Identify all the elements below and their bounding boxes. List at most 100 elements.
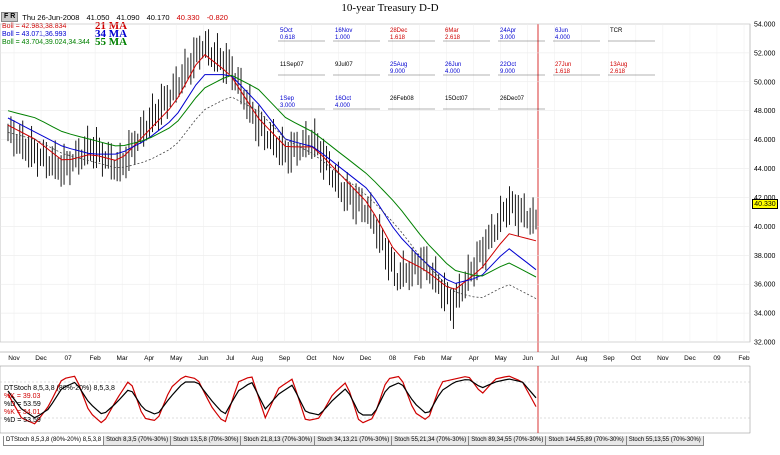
x-tick-label: Oct: [306, 355, 316, 362]
x-tick-label: Feb: [738, 355, 750, 362]
fib-date-label: 9Jul07: [335, 62, 353, 68]
y-tick-label: 36.000: [754, 282, 776, 289]
x-tick-label: Jun: [522, 355, 533, 362]
fib-value-label: 2.618: [445, 35, 461, 41]
x-tick-label: Jul: [226, 355, 235, 362]
y-tick-label: 32.000: [754, 340, 776, 347]
fib-date-label: 6Jun: [555, 28, 568, 34]
fib-date-label: 25Aug: [390, 62, 407, 68]
ma-line: [7, 74, 537, 284]
fib-date-label: TCR: [610, 28, 623, 34]
x-tick-label: Apr: [469, 355, 480, 362]
indicator-tab[interactable]: Stoch 8,3,5 (70%-30%): [103, 436, 172, 446]
fib-date-label: 16Nov: [335, 28, 352, 34]
x-tick-label: Nov: [333, 355, 345, 362]
indicator-tab[interactable]: DTStoch 8,5,3,8 (80%-20%) 8,5,3,8: [3, 436, 105, 446]
indicator-tab[interactable]: Stoch 21,8,13 (70%-30%): [240, 436, 316, 446]
x-tick-label: Sep: [603, 355, 615, 362]
chart-title: 10-year Treasury D-D: [341, 2, 439, 14]
ma-legend: 21 MA 34 MA 55 MA: [95, 20, 128, 48]
stoch-k2: %K = 34.01: [4, 409, 41, 416]
fib-date-label: 22Oct: [500, 62, 516, 68]
ohlc-change: -0.820: [206, 12, 228, 22]
x-tick-label: Apr: [144, 355, 155, 362]
x-tick-label: Jun: [198, 355, 209, 362]
fib-value-label: 9.000: [500, 69, 516, 75]
stoch-k1: %K = 39.03: [4, 393, 41, 400]
boll-55-label: Boll = 43.704,39.024,34.344: [2, 39, 90, 46]
stoch-name: DTStoch 8,5,3,8 (80%-20%) 8,5,3,8: [4, 385, 115, 392]
indicator-tabs: DTStoch 8,5,3,8 (80%-20%) 8,5,3,8 Stoch 8…: [3, 436, 704, 446]
indicator-tab[interactable]: Stoch 144,55,89 (70%-30%): [545, 436, 627, 446]
x-tick-label: Dec: [360, 355, 372, 362]
x-tick-label: Nov: [657, 355, 669, 362]
fib-value-label: 9.000: [390, 69, 406, 75]
y-tick-label: 44.000: [754, 166, 776, 173]
indicator-tab[interactable]: Stoch 89,34,55 (70%-30%): [468, 436, 547, 446]
x-tick-label: Nov: [8, 355, 20, 362]
ohlc-bar: F R Thu 26-Jun-2008 41.050 41.090 40.170…: [1, 12, 233, 22]
ma-55-label: 55 MA: [95, 36, 128, 48]
y-tick-label: 54.000: [754, 22, 776, 29]
x-tick-label: Aug: [252, 355, 264, 362]
ma-21-label: 21 MA: [95, 20, 128, 32]
x-tick-label: May: [170, 355, 183, 362]
fib-date-label: 1Sep: [280, 96, 295, 102]
fib-value-label: 4.000: [555, 35, 571, 41]
price-pane-frame: [0, 23, 751, 343]
fib-date-label: 27Jun: [555, 62, 571, 68]
fib-date-label: 11Sep07: [280, 62, 304, 68]
ohlc-date: Thu 26-Jun-2008: [22, 12, 80, 22]
fib-date-label: 15Oct07: [445, 96, 468, 102]
ma-line: [7, 74, 537, 278]
fib-value-label: 4.000: [335, 103, 351, 109]
fib-date-label: 26Jun: [445, 62, 461, 68]
ma-34-label: 34 MA: [95, 28, 128, 40]
stoch-pane-frame: [0, 365, 751, 434]
y-tick-label: 50.000: [754, 79, 776, 86]
y-tick-label: 52.000: [754, 50, 776, 57]
indicator-tab[interactable]: Stoch 13,5,8 (70%-30%): [170, 436, 242, 446]
ohlc-open: 41.050: [86, 12, 110, 22]
fib-date-label: 28Dec: [390, 28, 407, 34]
fib-value-label: 3.000: [500, 35, 516, 41]
fib-date-label: 26Feb08: [390, 96, 414, 102]
indicator-tab[interactable]: Stoch 55,21,34 (70%-30%): [391, 436, 470, 446]
x-tick-label: Sep: [279, 355, 291, 362]
fib-value-label: 1.618: [555, 69, 571, 75]
x-tick-label: Aug: [576, 355, 588, 362]
x-tick-label: Mar: [117, 355, 129, 362]
x-tick-label: 09: [713, 355, 721, 362]
x-tick-label: 07: [64, 355, 72, 362]
fib-date-label: 6Mar: [445, 28, 459, 34]
stoch-legend: DTStoch 8,5,3,8 (80%-20%) 8,5,3,8 %K = 3…: [4, 385, 115, 425]
ohlc-close: 40.330: [176, 12, 200, 22]
x-tick-label: Feb: [414, 355, 426, 362]
y-tick-label: 48.000: [754, 108, 776, 115]
fib-value-label: 1.618: [390, 35, 406, 41]
bollinger-legend: Boll = 42.983,38.834 Boll = 43.071,36.99…: [2, 23, 90, 47]
stoch-line: [7, 375, 537, 425]
fib-date-label: 13Aug: [610, 62, 627, 68]
indicator-tab[interactable]: Stoch 34,13,21 (70%-30%): [314, 436, 393, 446]
ohlc-high: 41.090: [116, 12, 140, 22]
x-tick-label: Feb: [90, 355, 102, 362]
fib-value-label: 1.000: [335, 35, 351, 41]
stoch-line: [7, 378, 537, 419]
fr-button[interactable]: F R: [1, 12, 19, 22]
y-tick-label: 46.000: [754, 137, 776, 144]
fib-value-label: 2.618: [610, 69, 626, 75]
stoch-d2: %D = 53.59: [4, 417, 41, 424]
x-tick-label: Jul: [551, 355, 560, 362]
ohlc-readout: Thu 26-Jun-2008 41.050 41.090 40.170 40.…: [22, 13, 233, 22]
x-tick-label: 08: [389, 355, 397, 362]
fib-date-label: 26Dec07: [500, 96, 525, 102]
y-tick-label: 42.000: [754, 195, 776, 202]
last-price-tag: 40.330: [752, 199, 778, 209]
x-tick-label: Oct: [631, 355, 641, 362]
fib-value-label: 4.000: [445, 69, 461, 75]
stoch-d1: %D = 53.59: [4, 401, 41, 408]
indicator-tab[interactable]: Stoch 55,13,55 (70%-30%): [625, 436, 704, 446]
